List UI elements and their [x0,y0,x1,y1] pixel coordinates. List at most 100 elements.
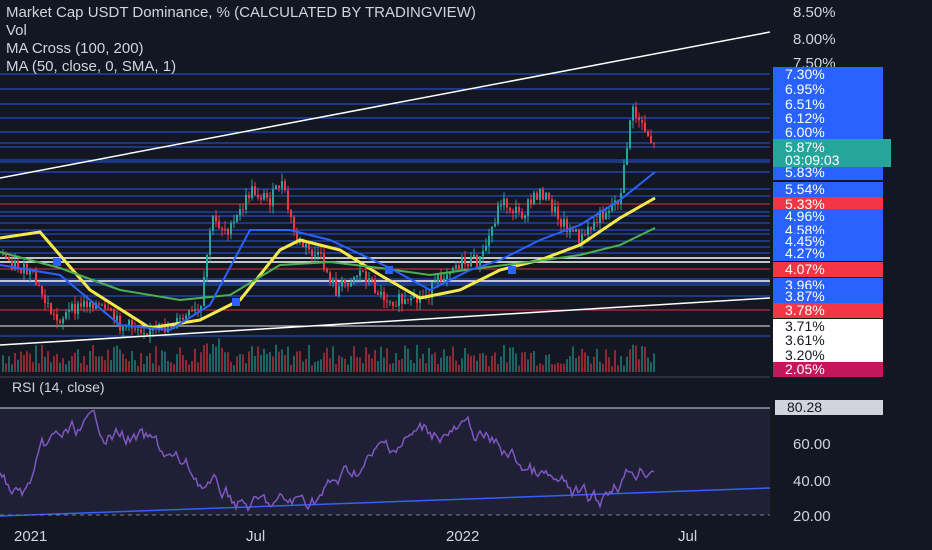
volume-bar [413,363,415,372]
volume-bar [653,353,655,372]
ma-cross-indicator-label[interactable]: MA Cross (100, 200) [6,40,144,57]
candle-body [509,207,511,211]
volume-bar [308,344,310,372]
candle-body [476,255,478,267]
volume-bar [302,361,304,372]
candle-body [467,263,469,267]
volume-bar [599,361,601,372]
volume-bar [485,355,487,372]
volume-bar [509,347,511,372]
volume-bar [281,349,283,372]
volume-bar [176,354,178,372]
candle-body [359,270,361,276]
rsi-indicator-label[interactable]: RSI (14, close) [12,379,105,395]
candle-body [512,210,514,214]
volume-bar [476,360,478,372]
candle-body [491,226,493,236]
ma-indicator-label[interactable]: MA (50, close, 0, SMA, 1) [6,58,177,75]
candle-body [599,210,601,223]
volume-bar [182,355,184,372]
candle-body [482,250,484,257]
candle-body [527,199,529,216]
volume-bar [530,352,532,372]
volume-bar [515,353,517,372]
volume-bar [395,353,397,372]
volume-bar [533,351,535,372]
candle-body [371,278,373,280]
candle-body [563,219,565,227]
candle-body [470,256,472,267]
candle-body [338,286,340,296]
volume-bar [74,352,76,372]
candle-body [524,215,526,219]
volume-bar [626,356,628,372]
candle-body [29,269,31,275]
candle-body [518,207,520,213]
volume-bar [278,351,280,372]
candle-body [449,272,451,275]
volume-bar [575,358,577,372]
square-marker-icon [53,258,61,266]
candle-body [278,185,280,189]
candle-body [314,254,316,256]
volume-bar [59,362,61,372]
candle-body [416,296,418,303]
candle-body [410,298,412,301]
volume-bar [551,364,553,372]
volume-bar [497,364,499,372]
volume-bar [584,352,586,372]
volume-bar [344,358,346,372]
candle-body [362,270,364,272]
candle-body [464,257,466,264]
volume-bar [482,353,484,372]
candle-body [452,268,454,273]
candle-body [86,301,88,307]
volume-bar [431,354,433,372]
rsi-band-fill [0,408,770,515]
volume-bar [155,346,157,372]
volume-bar [635,345,637,372]
vol-indicator-label[interactable]: Vol [6,22,27,39]
candle-body [53,313,55,315]
candle-body [581,234,583,244]
candle-body [503,198,505,206]
candle-body [44,294,46,304]
candle-body [2,254,4,256]
candle-body [584,234,586,236]
price-level-label: 3.71% [773,319,883,334]
volume-bar [11,364,13,372]
volume-bar [236,356,238,372]
candle-body [119,315,121,331]
ma200-line [0,171,656,332]
volume-bar [170,362,172,372]
candle-body [62,318,64,324]
volume-bar [527,359,529,372]
candle-body [188,310,190,316]
volume-bar [605,349,607,372]
volume-bar [41,344,43,372]
volume-bar [326,347,328,372]
volume-bar [362,363,364,372]
time-label: 2021 [14,528,48,545]
volume-bar [122,353,124,372]
candle-body [329,272,331,284]
candle-body [653,142,655,144]
volume-bar [356,357,358,372]
volume-bar [416,344,418,372]
resistance-trendline [0,31,771,179]
volume-bar [464,348,466,372]
volume-bar [617,365,619,372]
candle-body [59,320,61,324]
volume-bar [569,355,571,372]
candle-body [623,164,625,193]
price-level-label: 6.95% [773,82,883,97]
volume-bar [185,359,187,372]
candle-body [335,279,337,296]
candle-body [311,249,313,256]
symbol-title[interactable]: Market Cap USDT Dominance, % (CALCULATED… [6,4,476,21]
candle-body [566,219,568,233]
volume-bar [134,360,136,372]
volume-bar [113,347,115,372]
candle-body [179,317,181,319]
